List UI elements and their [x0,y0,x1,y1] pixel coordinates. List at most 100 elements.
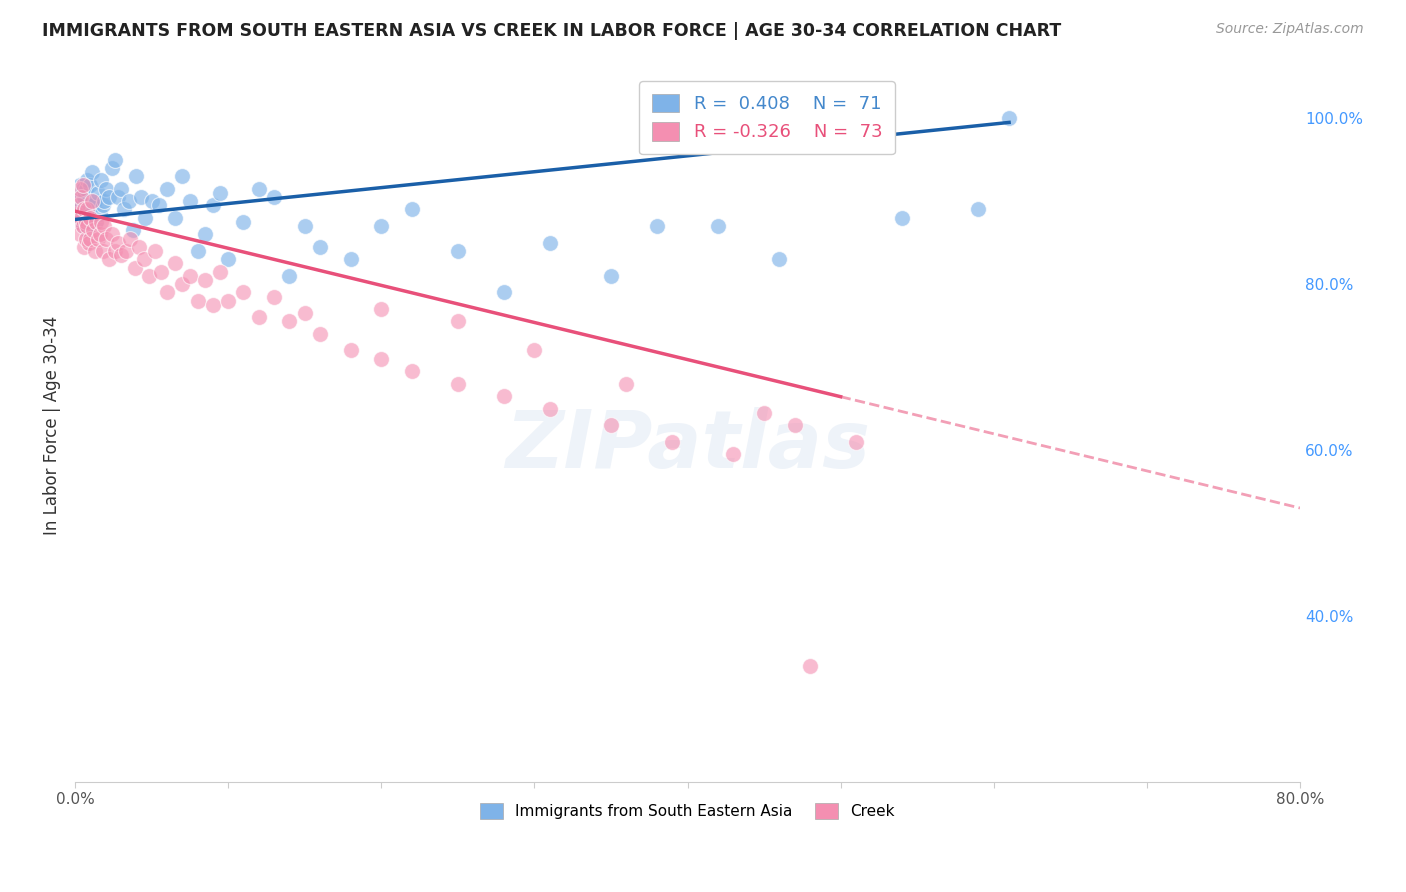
Point [538,235,561,250]
Point [194,273,217,287]
Point [80,165,103,179]
Legend: Immigrants from South Eastern Asia, Creek: Immigrants from South Eastern Asia, Cree… [474,797,901,825]
Point [370,351,392,366]
Point [600,268,623,283]
Point [72,219,94,233]
Point [614,376,637,391]
Point [104,244,127,258]
Point [707,219,730,233]
Point [107,190,129,204]
Point [93,194,115,209]
Point [65,207,87,221]
Point [186,244,208,258]
Point [194,227,217,242]
Point [186,293,208,308]
Point [122,223,145,237]
Point [87,231,110,245]
Point [890,211,912,225]
Point [70,207,93,221]
Point [967,202,990,217]
Point [69,215,91,229]
Point [70,186,93,200]
Point [232,285,254,300]
Text: IMMIGRANTS FROM SOUTH EASTERN ASIA VS CREEK IN LABOR FORCE | AGE 30-34 CORRELATI: IMMIGRANTS FROM SOUTH EASTERN ASIA VS CR… [42,22,1062,40]
Point [82,223,104,237]
Point [278,314,301,328]
Point [125,169,148,184]
Point [143,244,166,258]
Point [114,244,136,258]
Point [94,182,117,196]
Point [783,418,806,433]
Point [100,227,122,242]
Point [84,194,107,209]
Point [263,190,285,204]
Point [600,418,623,433]
Point [172,277,194,292]
Point [72,194,94,209]
Point [87,186,110,200]
Point [209,186,232,200]
Point [134,211,156,225]
Point [339,343,361,358]
Point [447,376,470,391]
Point [752,406,775,420]
Point [209,265,232,279]
Point [67,215,90,229]
Point [69,178,91,192]
Point [65,198,87,212]
Point [67,194,90,209]
Point [80,194,103,209]
Point [86,215,108,229]
Point [77,198,100,212]
Y-axis label: In Labor Force | Age 30-34: In Labor Force | Age 30-34 [44,316,60,534]
Point [370,219,392,233]
Point [129,190,152,204]
Point [247,182,270,196]
Point [72,182,94,196]
Point [492,285,515,300]
Point [89,207,111,221]
Point [148,198,170,212]
Point [217,293,239,308]
Point [661,434,683,449]
Point [217,252,239,267]
Point [79,211,101,225]
Point [309,326,332,341]
Point [67,198,90,212]
Point [179,194,201,209]
Point [156,182,179,196]
Point [75,182,97,196]
Point [76,202,98,217]
Point [232,215,254,229]
Point [107,235,129,250]
Point [93,219,115,233]
Point [84,244,107,258]
Point [90,215,112,229]
Point [179,268,201,283]
Point [73,211,96,225]
Point [138,268,160,283]
Point [89,227,111,242]
Point [72,219,94,233]
Point [79,231,101,245]
Point [278,268,301,283]
Point [247,310,270,325]
Point [799,658,821,673]
Point [124,260,146,275]
Point [120,231,142,245]
Point [112,202,135,217]
Point [72,178,94,192]
Point [309,240,332,254]
Point [94,231,117,245]
Point [339,252,361,267]
Point [141,194,163,209]
Point [73,202,96,217]
Point [538,401,561,416]
Point [76,173,98,187]
Point [768,252,790,267]
Point [75,207,97,221]
Point [104,153,127,167]
Point [91,244,114,258]
Point [201,198,224,212]
